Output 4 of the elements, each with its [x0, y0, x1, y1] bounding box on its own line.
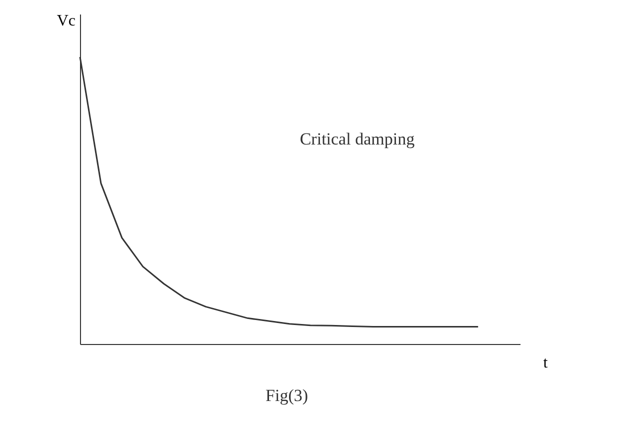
text: Fig(3) [266, 386, 308, 405]
annotation: Critical damping [300, 129, 416, 148]
y-axis-title: Vc [56, 12, 76, 30]
x-axis-title: t [543, 354, 548, 372]
